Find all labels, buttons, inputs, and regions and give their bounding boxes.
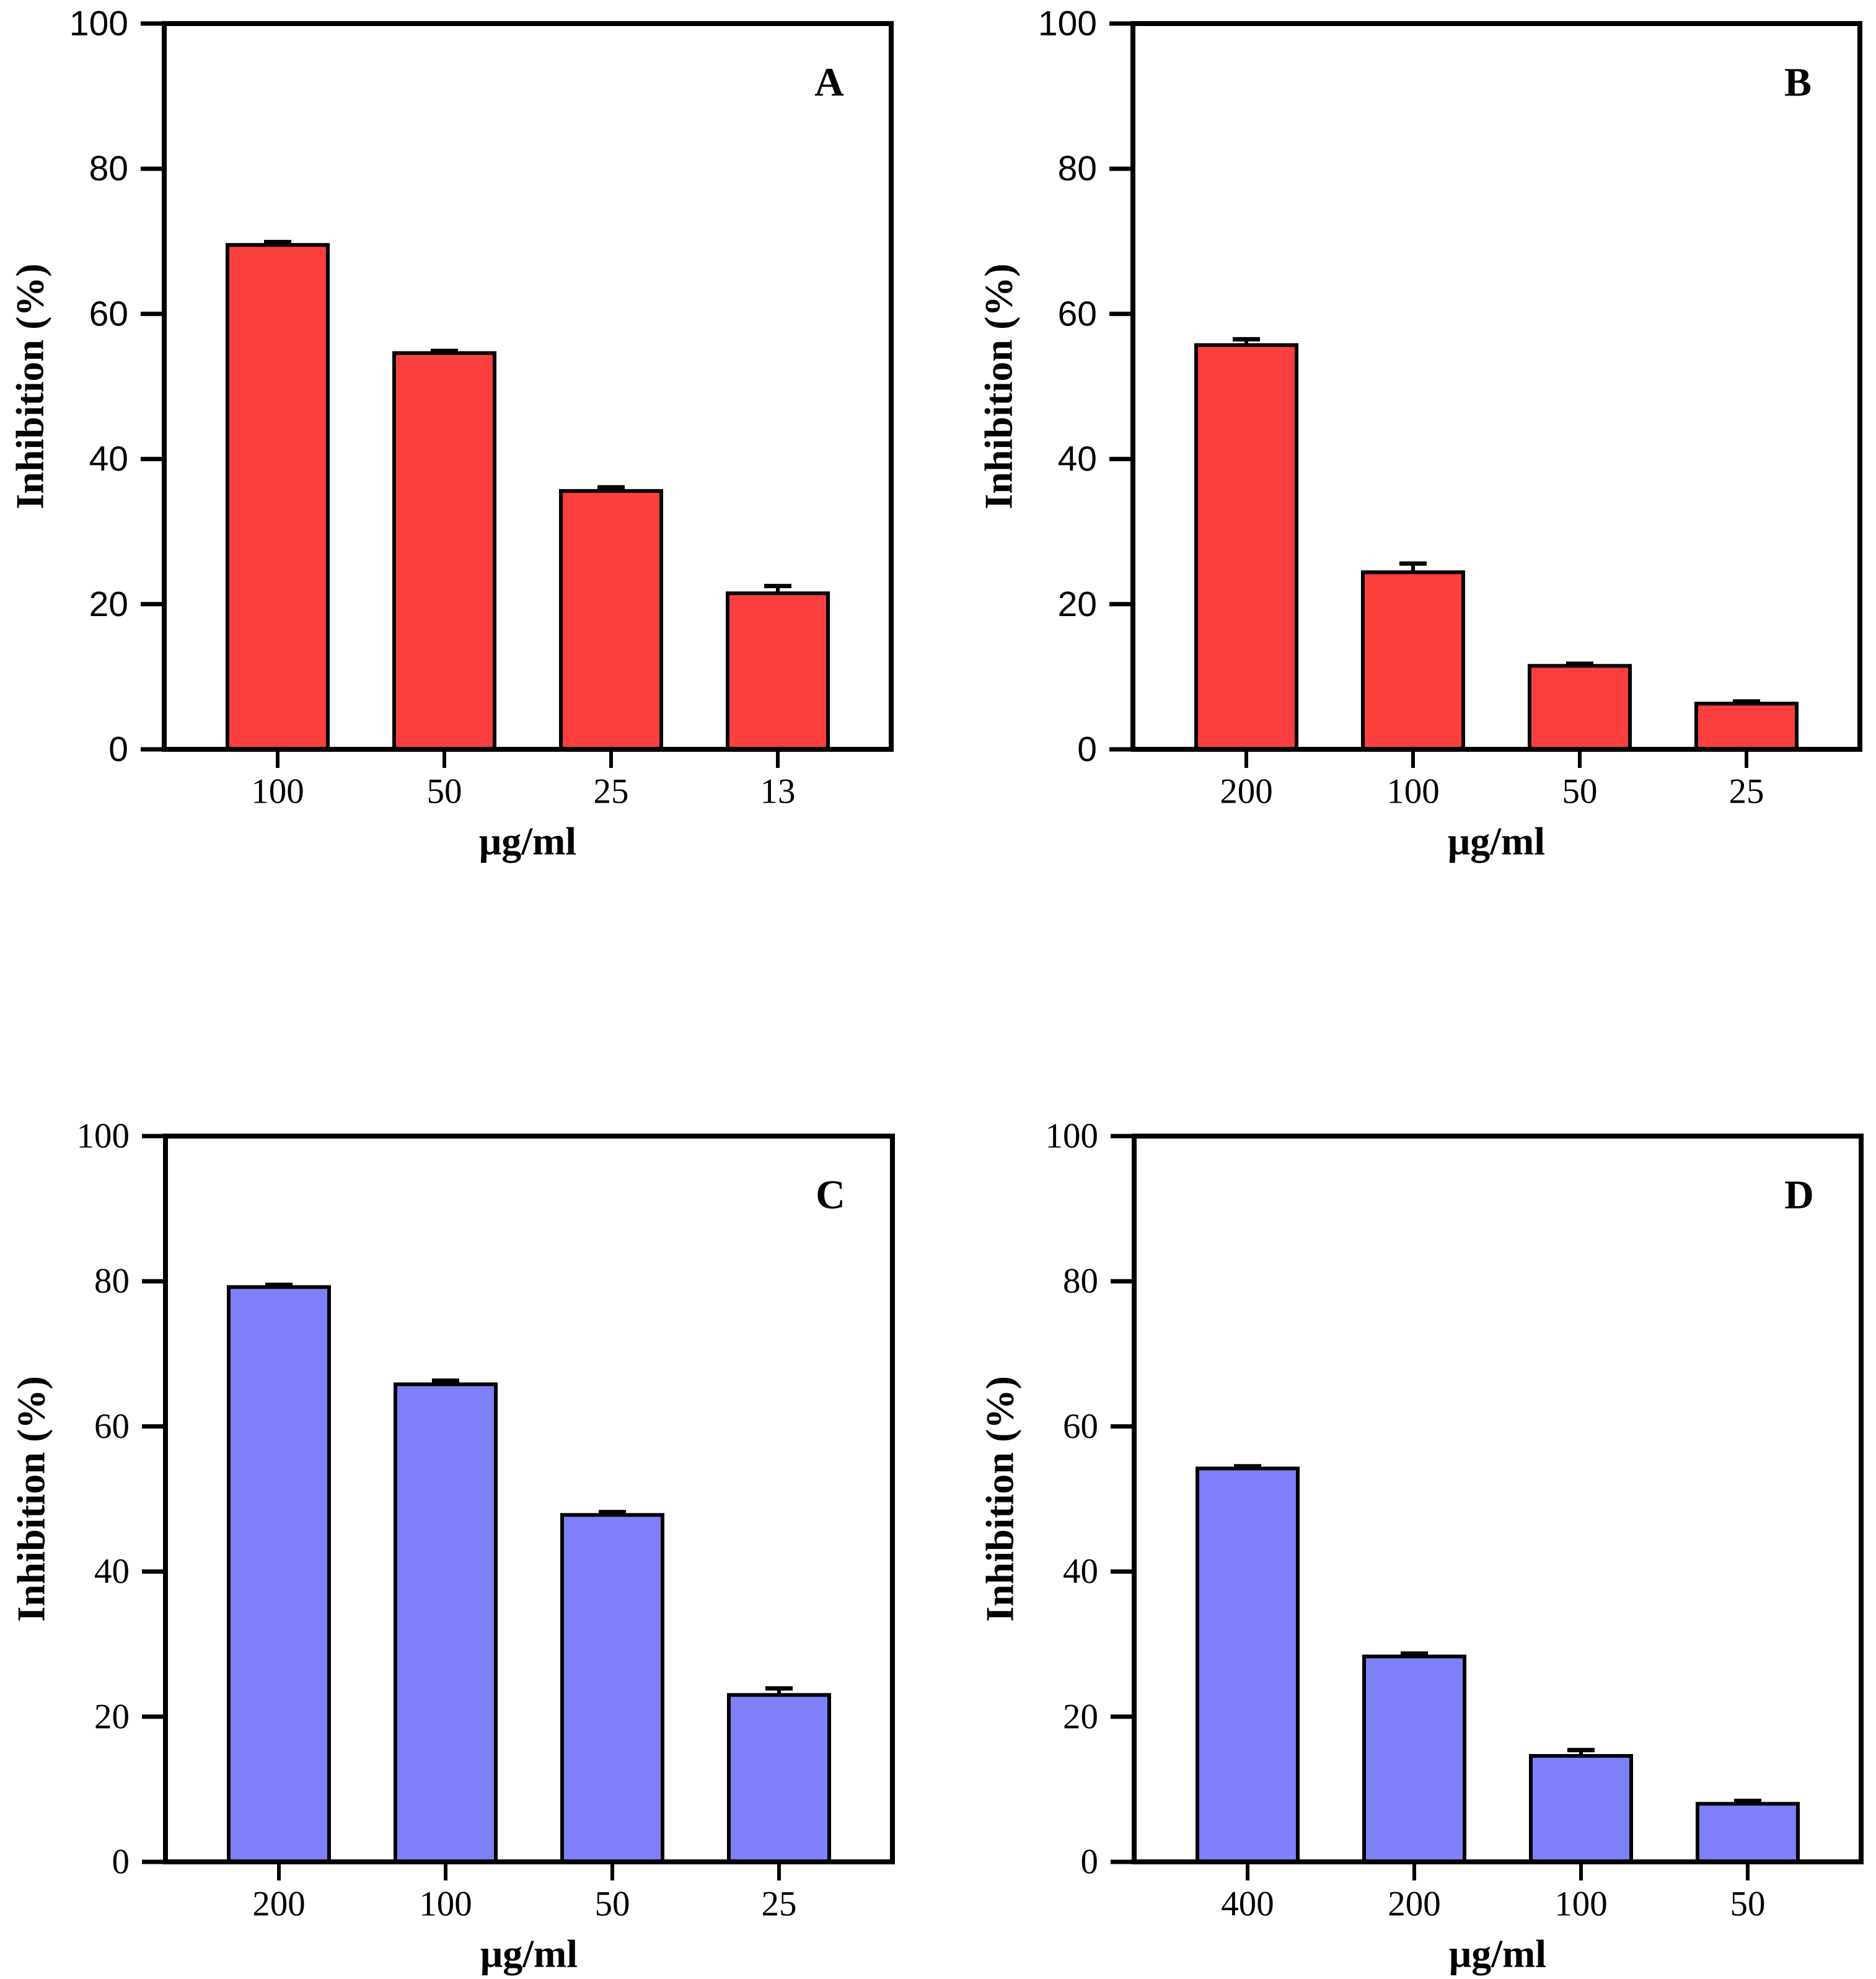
panel-letter-c: C [816,1173,845,1218]
panel-c-chart: 0 20 40 60 80 100 200 100 50 25 μg/ml Inhibition (%… [9,1117,895,1976]
x-axis-title: μg/ml [479,819,576,863]
y-tick-label: 20 [1063,1697,1098,1736]
x-tick-label: 25 [1729,772,1764,811]
y-tick-label: 100 [69,4,128,43]
bar-c-25 [727,1693,831,1864]
y-tick-label: 20 [94,1697,130,1736]
y-axis-title: Inhibition (%) [8,263,52,509]
x-tick-label: 100 [1386,772,1440,811]
y-tick-label: 60 [94,1407,130,1446]
bar-b-25 [1694,702,1799,752]
bar-d-200 [1362,1654,1466,1864]
bar-a-25 [559,489,663,752]
bar-d-400 [1196,1466,1300,1864]
y-tick-label: 100 [1038,4,1097,43]
bar-d-100 [1529,1754,1633,1864]
panel-letter-d: D [1784,1173,1814,1218]
x-tick-label: 50 [1730,1885,1766,1924]
y-tick-label: 40 [1063,1552,1098,1591]
x-axis-title: μg/ml [1448,819,1545,863]
y-tick-label: 80 [89,149,128,188]
panel-d-chart: 0 20 40 60 80 100 400 200 100 50 μg/ml Inhibition (… [978,1117,1864,1976]
y-tick-label: 60 [1058,294,1097,333]
bar-a-13 [726,591,830,751]
y-tick-label: 40 [94,1552,130,1591]
y-tick-label: 80 [1063,1262,1098,1301]
x-tick-label: 100 [419,1885,472,1924]
x-tick-label: 100 [1554,1885,1608,1924]
x-tick-label: 50 [595,1885,630,1924]
y-tick-label: 0 [1077,729,1097,769]
plot-frame [163,1134,895,1864]
x-axis-title: μg/ml [480,1932,578,1976]
y-tick-label: 100 [1046,1117,1099,1156]
x-tick-label: 100 [251,772,304,811]
bar-c-200 [227,1285,331,1864]
y-tick-label: 80 [1058,149,1097,188]
y-tick-label: 80 [94,1262,130,1301]
y-axis-title: Inhibition (%) [978,1376,1022,1622]
bar-c-50 [560,1513,664,1864]
panel-c: 0 20 40 60 80 100 200 100 50 25 μg/ml Inhibition (%… [1,1113,939,1979]
x-tick-label: 200 [1220,772,1273,811]
x-tick-label: 25 [594,772,629,811]
panel-a: 0 20 40 60 80 100 100 50 25 13 μg/ml Inhibition (%)… [0,0,938,989]
y-tick-label: 0 [108,729,128,769]
y-tick-label: 40 [89,439,128,479]
plot-frame [162,21,894,752]
y-axis-title: Inhibition (%) [977,263,1021,509]
bar-b-200 [1194,343,1298,751]
bar-d-50 [1696,1802,1800,1864]
bar-a-100 [226,243,330,751]
x-tick-label: 200 [1388,1885,1441,1924]
y-tick-label: 60 [1063,1407,1098,1446]
plot-frame [1132,1134,1864,1864]
bar-a-50 [392,351,496,751]
panel-b-chart: 0 20 40 60 80 100 200 100 50 25 μg/ml Inhibition (%… [977,4,1862,863]
y-tick-label: 100 [77,1117,130,1156]
y-tick-label: 20 [1058,584,1097,624]
x-tick-label: 400 [1221,1885,1274,1924]
x-axis-title: μg/ml [1449,1932,1546,1976]
panel-letter-a: A [814,60,844,105]
x-tick-label: 25 [762,1885,797,1924]
bar-b-50 [1528,664,1632,751]
panel-a-chart: 0 20 40 60 80 100 100 50 25 13 μg/ml Inhibition (%)… [8,4,894,863]
x-tick-label: 13 [760,772,796,811]
x-tick-label: 200 [252,1885,306,1924]
bar-c-100 [394,1382,498,1864]
panel-d: 0 20 40 60 80 100 400 200 100 50 μg/ml Inhibition (… [970,1113,1876,1979]
plot-frame [1130,21,1862,752]
y-tick-label: 20 [89,584,128,624]
y-axis-title: Inhibition (%) [9,1376,53,1622]
y-tick-label: 0 [112,1843,130,1882]
panel-b: 0 20 40 60 80 100 200 100 50 25 μg/ml Inhibition (%… [969,0,1876,989]
x-tick-label: 50 [427,772,462,811]
y-tick-label: 40 [1058,439,1097,479]
bar-b-100 [1361,570,1465,751]
panel-letter-b: B [1784,60,1812,105]
x-tick-label: 50 [1562,772,1598,811]
y-tick-label: 60 [89,294,128,333]
y-tick-label: 0 [1081,1843,1099,1882]
